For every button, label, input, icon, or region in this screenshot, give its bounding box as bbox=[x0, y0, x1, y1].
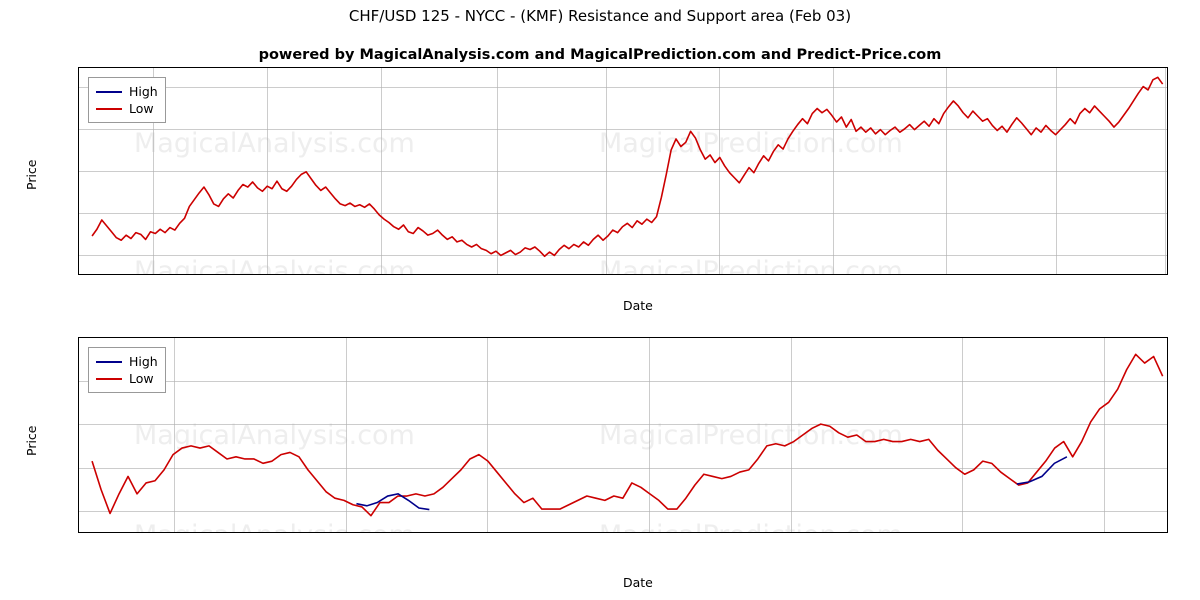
gridline-vertical bbox=[649, 338, 651, 532]
page-title: CHF/USD 125 - NYCC - (KMF) Resistance an… bbox=[348, 7, 852, 25]
lower-x-axis-label: Date bbox=[623, 575, 653, 590]
gridline-vertical bbox=[790, 338, 792, 532]
gridline-vertical bbox=[718, 68, 720, 274]
gridline-horizontal bbox=[79, 380, 1167, 382]
gridline-vertical bbox=[152, 68, 154, 274]
gridline-vertical bbox=[1164, 68, 1166, 274]
upper-x-axis-label: Date bbox=[623, 298, 653, 313]
gridline-horizontal bbox=[79, 511, 1167, 513]
gridline-horizontal bbox=[79, 255, 1167, 257]
series-line-high bbox=[1016, 456, 1068, 485]
legend-swatch-low bbox=[96, 107, 122, 110]
gridline-vertical bbox=[1056, 68, 1058, 274]
gridline-horizontal bbox=[79, 213, 1167, 215]
lower-chart-panel: MagicalAnalysis.com MagicalPrediction.com… bbox=[78, 337, 1168, 533]
legend-item-low: Low bbox=[96, 100, 158, 117]
lower-legend: High Low bbox=[88, 347, 166, 393]
legend-item-high: High bbox=[96, 83, 158, 100]
legend-swatch-high bbox=[96, 90, 122, 93]
gridline-horizontal bbox=[79, 467, 1167, 469]
gridline-horizontal bbox=[79, 171, 1167, 172]
gridline-vertical bbox=[832, 68, 834, 274]
lower-plot-area: MagicalAnalysis.com MagicalPrediction.com… bbox=[79, 338, 1167, 532]
gridline-vertical bbox=[487, 338, 488, 532]
legend-swatch-low bbox=[96, 377, 122, 380]
legend-swatch-high bbox=[96, 360, 122, 363]
series-layer bbox=[91, 353, 1164, 517]
legend-label-low: Low bbox=[129, 371, 154, 386]
upper-legend: High Low bbox=[88, 77, 166, 123]
upper-chart-panel: MagicalAnalysis.com MagicalPrediction.com… bbox=[78, 67, 1168, 275]
gridline-vertical bbox=[1103, 338, 1105, 532]
legend-label-high: High bbox=[129, 354, 158, 369]
gridline-horizontal bbox=[79, 424, 1167, 426]
gridline-vertical bbox=[345, 338, 347, 532]
legend-label-high: High bbox=[129, 84, 158, 99]
gridline-horizontal bbox=[79, 86, 1167, 88]
gridline-vertical bbox=[173, 338, 175, 532]
upper-plot-area: MagicalAnalysis.com MagicalPrediction.com… bbox=[79, 68, 1167, 274]
legend-item-low: Low bbox=[96, 370, 158, 387]
gridline-vertical bbox=[381, 68, 383, 274]
page-subtitle: powered by MagicalAnalysis.com and Magic… bbox=[258, 47, 942, 63]
series-line-low bbox=[91, 353, 1164, 517]
upper-y-axis-label: Price bbox=[24, 159, 39, 191]
series-layer bbox=[91, 76, 1164, 258]
legend-item-high: High bbox=[96, 353, 158, 370]
gridline-vertical bbox=[962, 338, 964, 532]
gridline-vertical bbox=[496, 68, 498, 274]
gridline-horizontal bbox=[79, 128, 1167, 130]
legend-label-low: Low bbox=[129, 101, 154, 116]
gridline-vertical bbox=[946, 68, 948, 274]
gridline-vertical bbox=[605, 68, 607, 274]
lower-y-axis-label: Price bbox=[24, 425, 39, 457]
series-line-high bbox=[356, 493, 430, 511]
series-line-low bbox=[91, 76, 1164, 258]
gridline-vertical bbox=[267, 68, 269, 274]
